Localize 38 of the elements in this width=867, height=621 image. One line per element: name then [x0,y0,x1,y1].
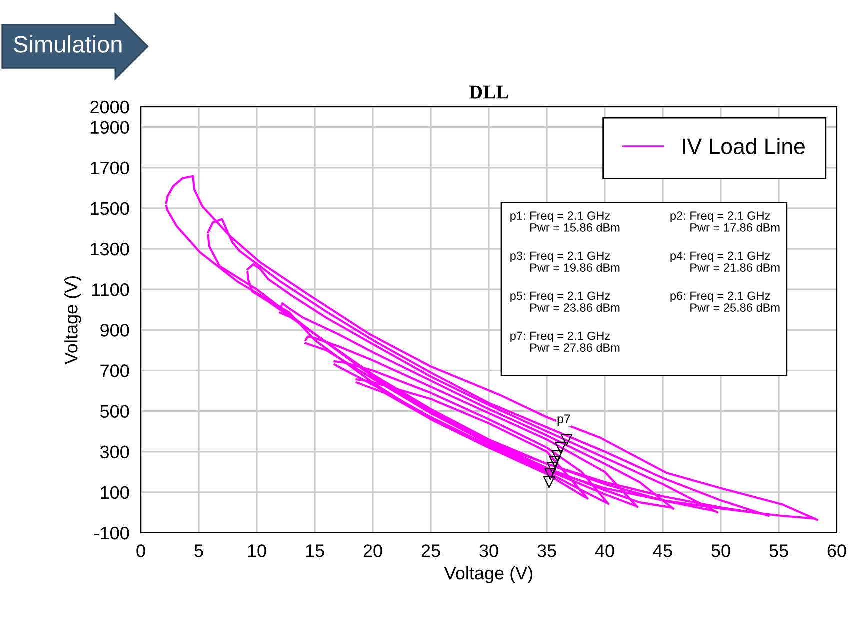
x-tick-label: 50 [712,544,730,558]
x-tick-label: 20 [364,544,382,558]
text: Simulation [14,36,122,53]
annotation: p7 [558,414,570,426]
y-tick-label: 300 [100,446,130,459]
y-tick-label: 1100 [92,284,130,296]
annotation: p6: Freq = 2.1 GHz Pwr = 25.86 dBm [670,292,780,312]
y-tick-label: 100 [101,486,130,500]
y-tick-label: 1300 [91,242,130,256]
y-tick-label: 500 [100,405,130,418]
y-tick-label: 900 [100,324,130,337]
x-tick-label: 40 [595,544,614,558]
x-tick-label: 30 [480,544,498,558]
y-tick-label: 1500 [91,202,130,216]
x-tick-label: 60 [828,544,846,558]
annotation: p4: Freq = 2.1 GHz Pwr = 21.86 dBm [670,252,780,272]
y-tick-label: 1900 [91,121,130,134]
x-tick-label: 5 [194,544,204,558]
y-tick-label: 700 [100,364,130,378]
x-tick-label: 55 [770,544,788,558]
x-tick-label: 15 [306,544,324,558]
x-axis-title: Voltage (V) [444,566,533,584]
legend-label: IV Load Line [683,138,805,154]
chart-title: DLL [469,86,508,99]
y-tick-label: 1700 [91,162,130,175]
y-tick-label: 2000 [90,100,130,114]
annotation: p3: Freq = 2.1 GHz Pwr = 19.86 dBm [510,252,620,272]
annotation: p2: Freq = 2.1 GHz Pwr = 17.86 dBm [670,212,780,232]
y-axis-title: Voltage (V) [64,276,82,365]
x-tick-label: 10 [248,544,266,558]
annotation: p5: Freq = 2.1 GHz Pwr = 23.86 dBm [510,292,620,312]
x-tick-label: 0 [136,544,146,558]
annotation: p7: Freq = 2.1 GHz Pwr = 27.86 dBm [510,332,620,352]
x-tick-label: 45 [653,544,672,558]
y-tick-label: -100 [94,526,130,540]
annotation: p1: Freq = 2.1 GHz Pwr = 15.86 dBm [510,212,620,232]
x-tick-label: 35 [538,544,556,558]
x-tick-label: 25 [422,544,440,558]
